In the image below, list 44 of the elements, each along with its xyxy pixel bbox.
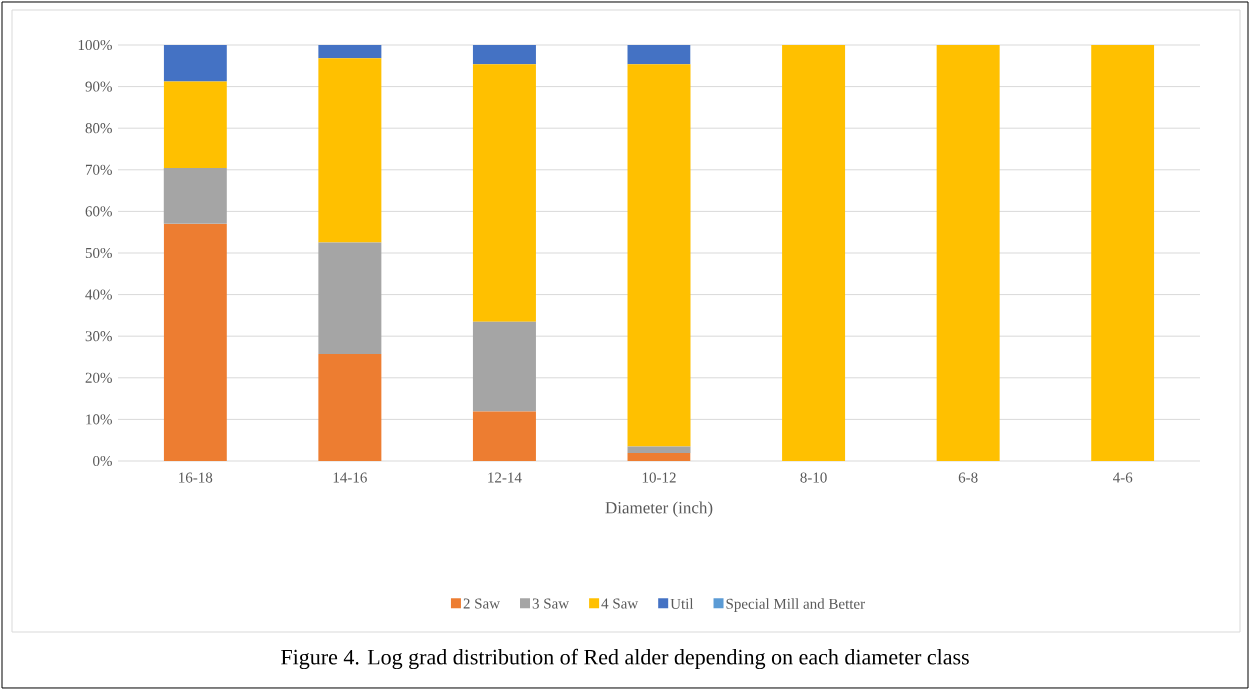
legend-label: 2 Saw [463,598,500,609]
bar [318,242,382,355]
bar [163,223,227,461]
bar [627,64,691,447]
bar [1091,44,1155,461]
bar [472,411,536,461]
bar [318,44,382,59]
y-tick-label: 50% [85,247,112,259]
x-tick-label: 4-6 [1113,472,1133,483]
y-tick-label: 90% [85,81,112,92]
x-tick-label: 14-16 [333,472,367,483]
y-tick-label: 10% [86,414,112,425]
y-tick-label: 40% [85,289,112,300]
bar [936,44,1000,461]
y-tick-label: 30% [85,331,112,342]
y-tick-label: 70% [85,164,112,175]
bar [472,321,536,412]
y-tick-label: 60% [85,206,112,217]
bar [782,44,846,461]
y-tick-label: 80% [85,123,112,134]
x-tick-label: 8-10 [800,472,827,483]
bar [627,446,691,454]
bar [627,453,691,461]
caption: Figure 4. Log grad distribution of Red alder depending on each diameter class [281,648,969,670]
bar [163,44,227,82]
bar [163,81,227,169]
bar [163,168,227,224]
x-tick-label: 12-14 [488,472,522,483]
y-tick-label: 0% [93,455,112,467]
bar [627,44,691,65]
x-axis-title: Diameter (inch) [605,501,713,517]
bar [318,58,382,243]
legend-label: Util [670,598,694,609]
x-tick-label: 6-8 [958,472,978,483]
y-tick-label: 100% [78,39,112,51]
bar [472,44,536,65]
x-tick-label: 10-12 [642,472,676,483]
legend-label: 4 Saw [601,598,639,609]
y-tick-label: 20% [85,372,112,383]
legend-label: 3 Saw [532,598,570,609]
legend-label: Special Mill and Better [726,598,865,612]
x-tick-label: 16-18 [179,472,213,483]
bar [472,64,536,322]
bar [318,354,382,461]
